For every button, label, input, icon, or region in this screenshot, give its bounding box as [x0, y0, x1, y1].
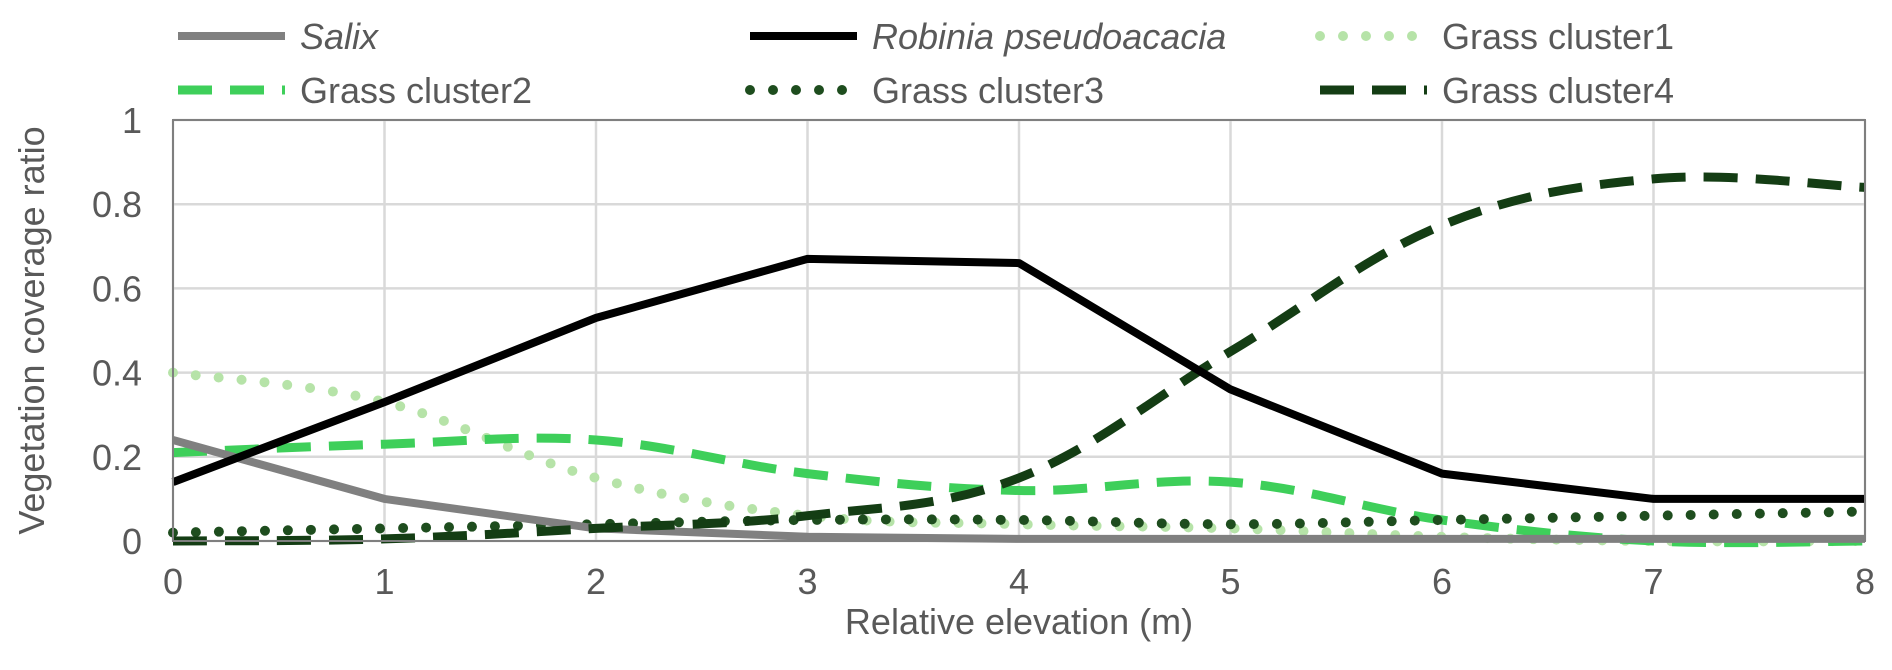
series-line-robinia-pseudoacacia [171, 254, 1865, 503]
legend-item: Salix [178, 16, 380, 57]
y-axis-title: Vegetation coverage ratio [11, 126, 52, 534]
y-tick-label: 0 [122, 521, 142, 562]
legend-item: Grass cluster2 [178, 70, 532, 111]
x-tick-label: 4 [1009, 561, 1029, 602]
legend-label: Grass cluster2 [300, 70, 532, 111]
legend-item: Grass cluster4 [1320, 70, 1674, 111]
legend-label: Grass cluster3 [872, 70, 1104, 111]
legend-label: Grass cluster1 [1442, 16, 1674, 57]
y-tick-label: 1 [122, 100, 142, 141]
x-tick-label: 0 [163, 561, 183, 602]
x-axis-title: Relative elevation (m) [845, 601, 1193, 642]
x-tick-label: 1 [374, 561, 394, 602]
legend-item: Robinia pseudoacacia [750, 16, 1226, 57]
x-tick-label: 2 [586, 561, 606, 602]
tick-labels: 0 1 2 3 4 5 6 7 8 0 0.2 0.4 0.6 0.8 1 [92, 100, 1875, 602]
x-tick-label: 5 [1220, 561, 1240, 602]
series-line-salix [171, 436, 1865, 543]
x-tick-label: 3 [797, 561, 817, 602]
y-tick-label: 0.2 [92, 437, 142, 478]
legend-item: Grass cluster1 [1315, 16, 1674, 57]
legend-label: Grass cluster4 [1442, 70, 1674, 111]
y-tick-label: 0.6 [92, 268, 142, 309]
x-tick-label: 6 [1432, 561, 1452, 602]
x-tick-label: 8 [1855, 561, 1875, 602]
series-line-grass-cluster3 [168, 506, 1870, 538]
legend-label: Robinia pseudoacacia [872, 16, 1226, 57]
series-line-grass-cluster4 [172, 172, 1866, 546]
legend-label: Salix [300, 16, 380, 57]
plot-frame [172, 119, 1866, 542]
y-tick-label: 0.4 [92, 353, 142, 394]
legend-item: Grass cluster3 [745, 70, 1104, 111]
y-tick-label: 0.8 [92, 184, 142, 225]
x-tick-label: 7 [1643, 561, 1663, 602]
legend: Salix Robinia pseudoacacia Grass cluster1 G… [178, 16, 1674, 111]
